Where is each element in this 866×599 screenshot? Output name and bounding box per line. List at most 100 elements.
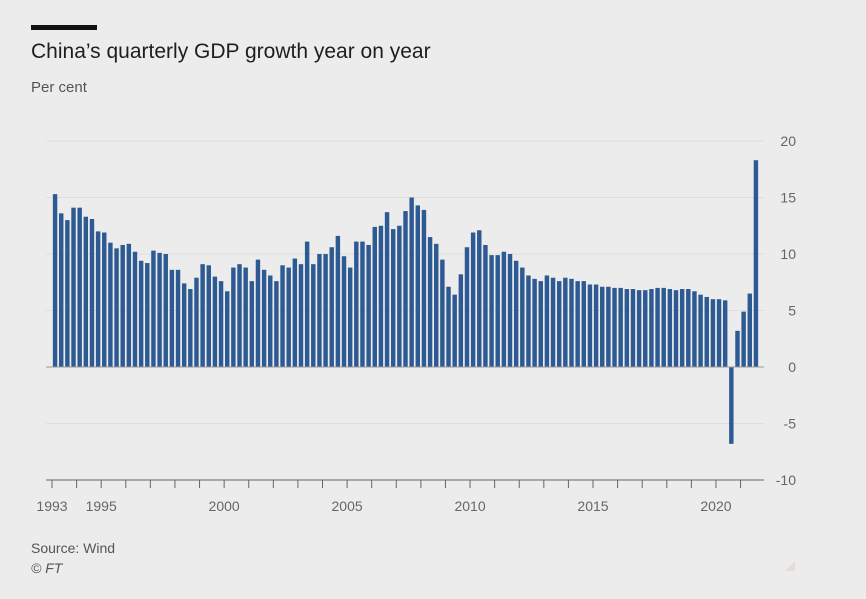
x-tick-label: 2015	[577, 498, 608, 514]
bar	[372, 226, 377, 367]
bar	[667, 289, 673, 367]
bar	[507, 254, 513, 367]
bar	[593, 284, 599, 367]
bar	[151, 250, 156, 367]
bar	[188, 289, 193, 367]
bar	[83, 216, 89, 367]
bar	[753, 160, 759, 367]
bar	[415, 205, 421, 367]
bar	[145, 263, 150, 367]
bar	[563, 277, 568, 367]
bar	[532, 278, 537, 367]
bar	[181, 283, 187, 367]
bar	[630, 289, 636, 367]
bar	[698, 294, 703, 367]
bar	[440, 259, 445, 367]
bar	[126, 243, 132, 367]
chart-title: China’s quarterly GDP growth year on yea…	[31, 40, 431, 63]
bar	[163, 254, 168, 367]
source-note: Source: Wind	[31, 540, 116, 556]
bar	[464, 247, 470, 367]
bar	[526, 275, 531, 367]
bar	[218, 281, 224, 367]
bar	[366, 244, 371, 367]
bar	[452, 294, 457, 367]
bar	[458, 274, 464, 367]
bar	[427, 237, 433, 367]
bar	[735, 330, 740, 367]
bar	[268, 275, 273, 367]
y-tick-label: 0	[788, 359, 796, 375]
bar	[255, 259, 261, 367]
bar	[378, 225, 384, 367]
bar	[274, 281, 279, 367]
bar	[741, 311, 746, 367]
bar	[704, 296, 709, 367]
bar	[292, 258, 298, 367]
bar	[686, 289, 691, 367]
bar	[102, 232, 107, 367]
bar	[157, 252, 162, 367]
bar	[679, 289, 685, 367]
y-tick-label: -10	[776, 472, 796, 488]
bar	[52, 194, 58, 367]
bar	[231, 267, 236, 367]
bar	[360, 241, 365, 367]
bar	[612, 287, 617, 367]
bar	[71, 207, 76, 367]
bar	[311, 264, 316, 367]
bar	[477, 230, 482, 367]
bar	[489, 255, 494, 367]
bar	[403, 211, 408, 367]
y-axis-unit-label: Per cent	[31, 79, 87, 96]
y-tick-label: -5	[784, 416, 797, 432]
bar	[89, 218, 95, 367]
bar	[169, 269, 175, 367]
bar	[280, 265, 285, 367]
bar	[225, 291, 230, 367]
bar	[77, 207, 82, 367]
bar	[317, 254, 322, 367]
bar	[575, 281, 580, 367]
bar	[354, 241, 359, 367]
bar	[65, 220, 70, 367]
bar	[569, 278, 574, 367]
bar	[286, 267, 291, 367]
bar	[323, 254, 328, 367]
bar	[138, 260, 144, 367]
bar	[132, 251, 138, 367]
bar	[335, 235, 341, 367]
bar	[200, 264, 205, 367]
bar	[243, 267, 248, 367]
bar	[421, 209, 427, 367]
bar	[606, 286, 611, 367]
x-tick-label: 1993	[36, 498, 67, 514]
bar	[298, 264, 304, 367]
bar	[520, 267, 525, 367]
y-tick-label: 15	[780, 190, 796, 206]
y-tick-label: 20	[780, 133, 796, 149]
x-tick-label: 2005	[332, 498, 363, 514]
bar	[722, 300, 728, 367]
x-tick-label: 2000	[209, 498, 240, 514]
bar	[59, 213, 64, 367]
bar	[114, 248, 119, 367]
bar	[550, 277, 556, 367]
bar	[329, 247, 334, 367]
bar	[304, 241, 310, 367]
bar	[692, 291, 697, 367]
header-rule	[31, 25, 97, 30]
bar	[261, 269, 267, 367]
bar	[409, 197, 414, 367]
bar	[483, 244, 488, 367]
ft-credit: © FT	[31, 560, 63, 576]
bar	[495, 255, 500, 367]
resize-corner-icon	[785, 561, 795, 571]
x-tick-label: 2020	[700, 498, 731, 514]
x-tick-label: 2010	[454, 498, 485, 514]
bar	[587, 284, 593, 367]
bar	[600, 286, 605, 367]
bar	[120, 244, 125, 367]
bar	[513, 260, 519, 367]
